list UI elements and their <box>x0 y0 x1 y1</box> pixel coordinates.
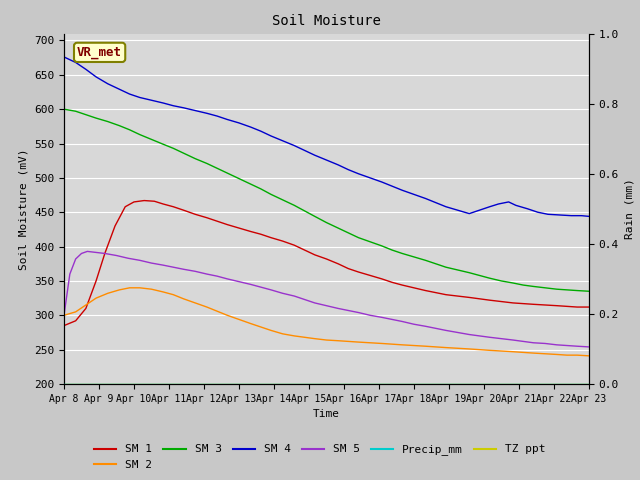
Y-axis label: Rain (mm): Rain (mm) <box>625 179 634 239</box>
X-axis label: Time: Time <box>313 409 340 419</box>
Text: VR_met: VR_met <box>77 46 122 59</box>
Y-axis label: Soil Moisture (mV): Soil Moisture (mV) <box>19 148 28 270</box>
Legend: SM 1, SM 2, SM 3, SM 4, SM 5, Precip_mm, TZ ppt: SM 1, SM 2, SM 3, SM 4, SM 5, Precip_mm,… <box>90 440 550 474</box>
Title: Soil Moisture: Soil Moisture <box>272 14 381 28</box>
